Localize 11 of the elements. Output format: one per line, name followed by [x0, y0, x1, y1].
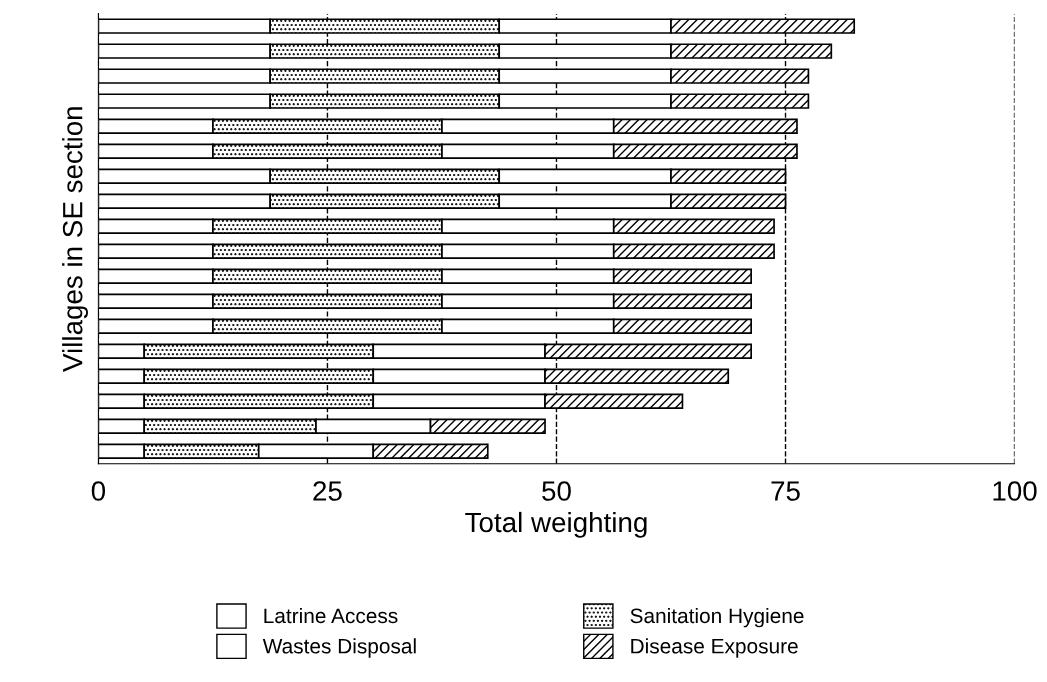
- x-tick-label: 75: [771, 481, 800, 501]
- legend-label: Wastes Disposal: [262, 638, 416, 658]
- x-axis-title: Total weighting: [465, 511, 647, 538]
- y-axis-title: Villages in SE section: [62, 107, 88, 372]
- x-tick-label: 100: [993, 481, 1037, 501]
- legend-label: Sanitation Hygiene: [630, 607, 804, 628]
- legend-label: Disease Exposure: [631, 638, 798, 658]
- x-tick-label: 25: [313, 481, 342, 501]
- x-tick-label: 50: [542, 481, 571, 501]
- legend-label: Latrine Access: [264, 607, 398, 624]
- x-tick-label: 0: [91, 481, 106, 501]
